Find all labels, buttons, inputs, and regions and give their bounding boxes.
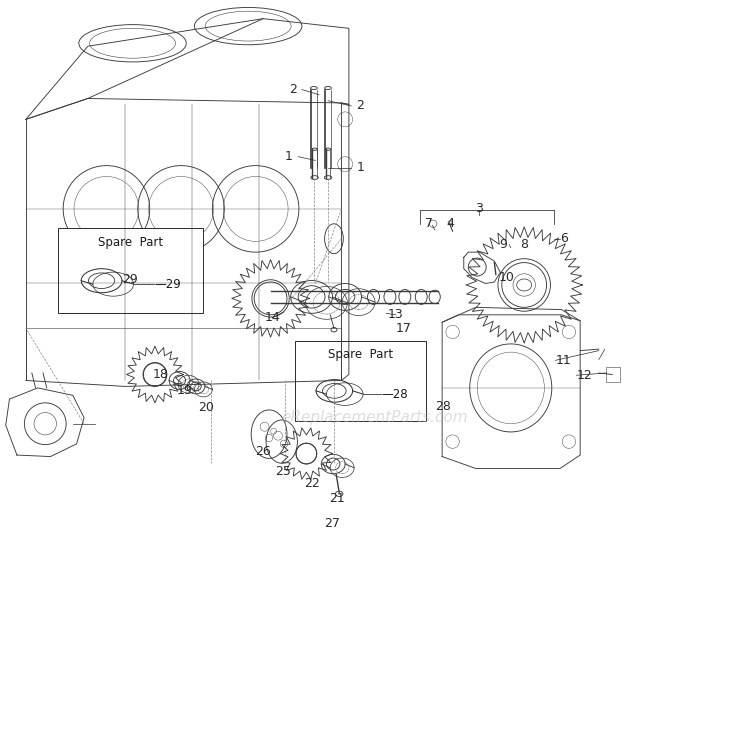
Text: —29: —29 (154, 278, 181, 291)
Bar (296, 341, 426, 421)
Text: 3: 3 (476, 202, 484, 216)
Text: 25: 25 (275, 465, 291, 478)
Text: 1: 1 (285, 150, 293, 163)
Text: 27: 27 (324, 517, 340, 530)
Bar (606, 367, 619, 382)
Text: eReplacementParts.com: eReplacementParts.com (282, 410, 468, 425)
Text: Spare  Part: Spare Part (328, 348, 393, 361)
Text: 22: 22 (304, 477, 320, 490)
Text: —28: —28 (381, 388, 408, 401)
Text: 7: 7 (424, 217, 433, 231)
Text: 20: 20 (198, 401, 214, 414)
Text: 17: 17 (395, 322, 411, 335)
Text: 29: 29 (122, 273, 138, 286)
Bar (58, 228, 203, 313)
Text: 21: 21 (329, 492, 345, 505)
Text: 2: 2 (289, 83, 297, 96)
Text: 8: 8 (520, 238, 528, 251)
Text: 28: 28 (435, 400, 451, 413)
Text: 1: 1 (356, 161, 364, 175)
Text: 12: 12 (577, 369, 592, 382)
Text: 26: 26 (255, 445, 271, 458)
Text: 2: 2 (356, 99, 364, 113)
Text: 11: 11 (556, 354, 572, 367)
Text: 14: 14 (264, 311, 280, 325)
Text: 9: 9 (500, 238, 507, 251)
Text: Spare  Part: Spare Part (98, 236, 164, 248)
Text: 13: 13 (388, 308, 404, 322)
Text: 19: 19 (177, 384, 193, 398)
Text: 4: 4 (446, 217, 454, 231)
Text: 10: 10 (498, 271, 514, 284)
Text: 18: 18 (153, 368, 169, 381)
Text: 6: 6 (560, 232, 568, 245)
Ellipse shape (448, 221, 452, 224)
